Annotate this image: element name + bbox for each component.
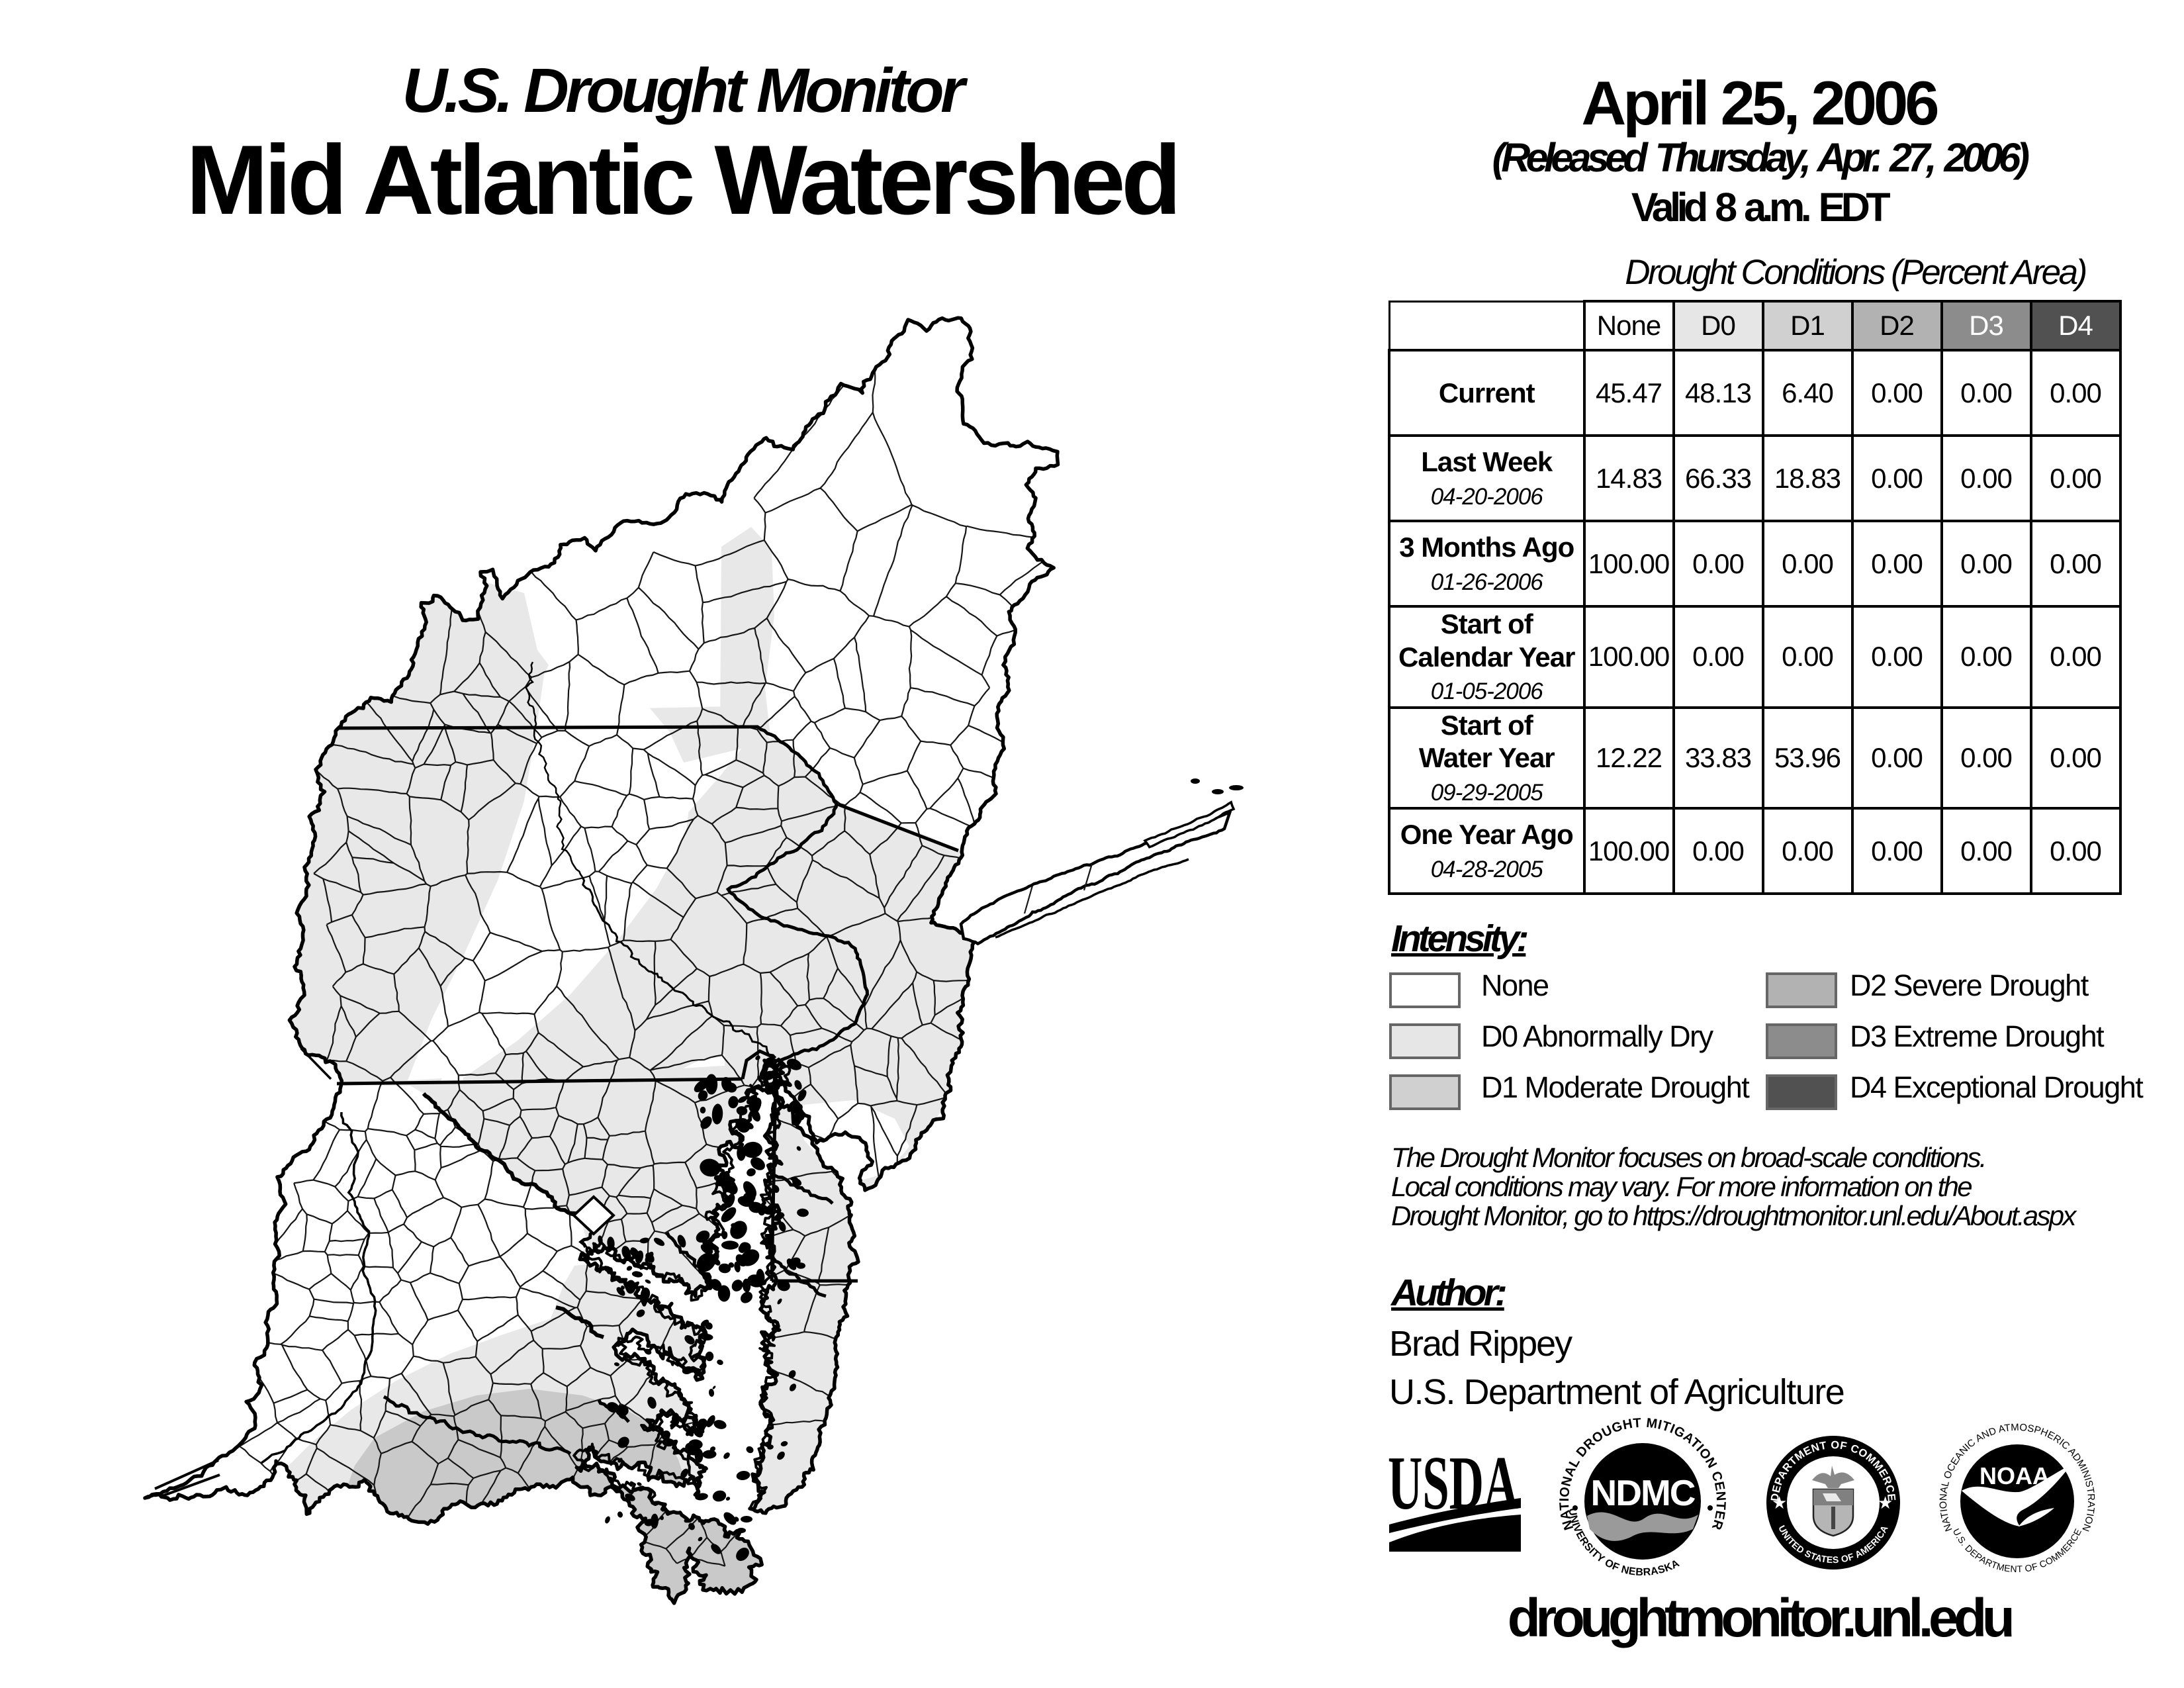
svg-text:★: ★ bbox=[1878, 1493, 1893, 1513]
svg-text:NDMC: NDMC bbox=[1591, 1472, 1696, 1513]
svg-text:★: ★ bbox=[1772, 1493, 1787, 1513]
svg-text:NOAA: NOAA bbox=[1979, 1462, 2050, 1489]
